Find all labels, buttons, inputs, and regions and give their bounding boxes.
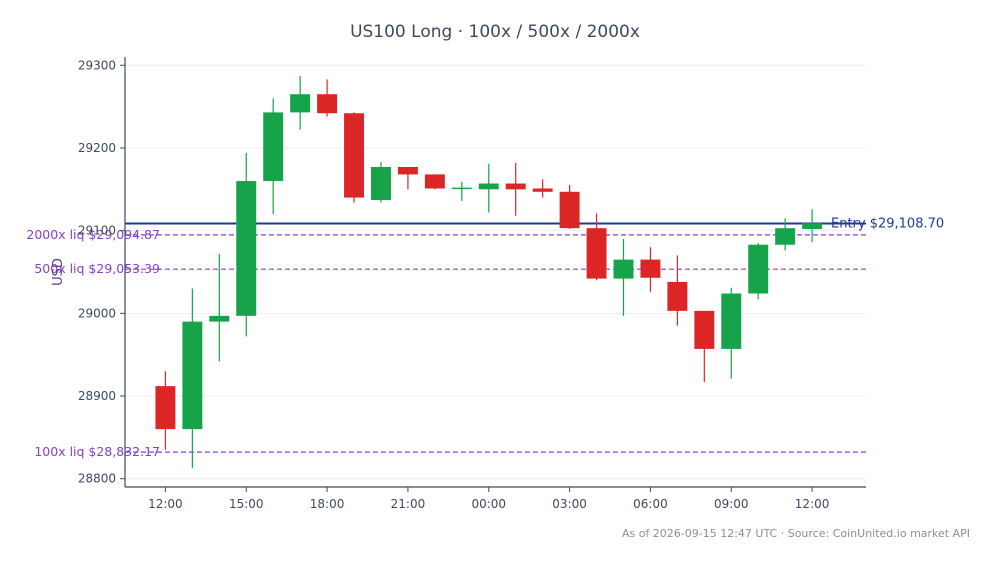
liquidation-label: 500x liq $29,053.39 bbox=[34, 261, 160, 276]
footer-note: As of 2026-09-15 12:47 UTC · Source: Coi… bbox=[622, 527, 970, 540]
reference-labels: 2000x liq $29,094.87 500x liq $29,053.39 1… bbox=[26, 216, 944, 459]
candle-body bbox=[155, 386, 176, 430]
candle-body bbox=[397, 166, 418, 175]
x-tick-label: 03:00 bbox=[552, 497, 587, 511]
candles bbox=[155, 76, 823, 468]
candle-body bbox=[694, 310, 715, 349]
candle-body bbox=[505, 183, 526, 190]
candle-body bbox=[371, 166, 391, 201]
candle-body bbox=[478, 183, 499, 190]
candle-body bbox=[236, 181, 257, 316]
x-tick-label: 15:00 bbox=[229, 497, 264, 511]
y-tick-label: 29200 bbox=[78, 141, 116, 155]
y-tick-label: 29300 bbox=[78, 58, 116, 72]
candle-body bbox=[721, 293, 742, 349]
y-tick-label: 28800 bbox=[78, 472, 116, 486]
candle-body bbox=[451, 187, 472, 190]
y-axis-label: USD bbox=[51, 258, 66, 286]
candle-body bbox=[263, 112, 284, 182]
candle-body bbox=[586, 228, 607, 279]
y-tick-label: 29000 bbox=[78, 306, 116, 320]
x-tick-label: 12:00 bbox=[795, 497, 830, 511]
candle-body bbox=[640, 259, 661, 278]
liquidation-label: 100x liq $28,832.17 bbox=[34, 444, 160, 459]
axes: 28800 28900 29000 29100 29200 29300 12:00 15:00… bbox=[78, 57, 866, 511]
x-tick-label: 06:00 bbox=[633, 497, 668, 511]
x-tick-label: 12:00 bbox=[148, 497, 183, 511]
x-tick-label: 00:00 bbox=[471, 497, 506, 511]
x-tick-label: 09:00 bbox=[714, 497, 749, 511]
candle-body bbox=[209, 315, 230, 322]
candle-body bbox=[667, 281, 688, 311]
candle-body bbox=[344, 113, 365, 198]
candle-body bbox=[182, 321, 203, 430]
candle-body bbox=[317, 94, 338, 114]
x-tick-label: 21:00 bbox=[391, 497, 426, 511]
y-tick-label: 29100 bbox=[78, 224, 116, 238]
x-tick-label: 18:00 bbox=[310, 497, 345, 511]
y-tick-label: 28900 bbox=[78, 389, 116, 403]
entry-label: Entry $29,108.70 bbox=[831, 216, 944, 231]
candle-body bbox=[424, 174, 445, 189]
candle-body bbox=[532, 188, 553, 192]
liquidation-label: 2000x liq $29,094.87 bbox=[26, 227, 160, 242]
chart-title: US100 Long · 100x / 500x / 2000x bbox=[350, 22, 640, 42]
candle-body bbox=[613, 259, 634, 279]
candle-body bbox=[802, 223, 823, 229]
candle-body bbox=[748, 244, 769, 294]
candle-body bbox=[559, 191, 580, 229]
candle-body bbox=[290, 94, 311, 113]
candle-body bbox=[775, 228, 796, 245]
